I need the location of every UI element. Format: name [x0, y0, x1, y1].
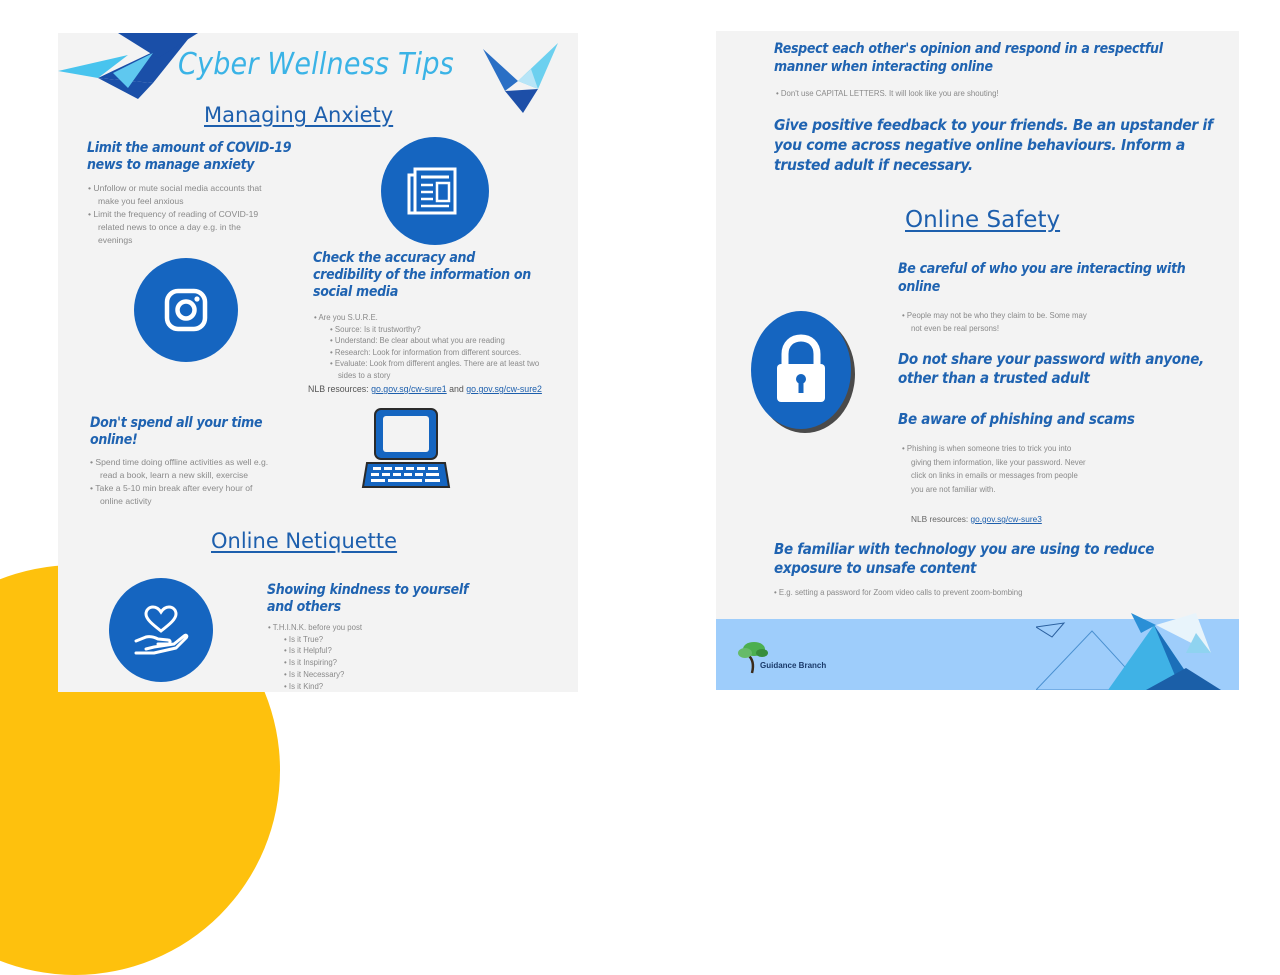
- respect-heading: Respect each other's opinion and respond…: [774, 40, 1163, 76]
- limit-bullet-1b: make you feel anxious: [98, 196, 184, 206]
- careful-note: • People may not be who they claim to be…: [902, 311, 1087, 333]
- positive-feedback-heading: Give positive feedback to your friends. …: [774, 115, 1213, 175]
- left-poster-page: Cyber Wellness Tips Managing Anxiety Lim…: [58, 33, 578, 692]
- dont-spend-heading: Don't spend all your time online!: [90, 415, 263, 449]
- phishing-line-1: Phishing is when someone tries to trick …: [906, 444, 1072, 453]
- sure-evaluate: Evaluate: Look from different angles. Th…: [334, 359, 540, 368]
- sure-list: • Are you S.U.R.E. • Source: Is it trust…: [314, 312, 578, 381]
- kind-heading-line-1: Showing kindness to yourself: [267, 582, 469, 598]
- check-heading-line-1: Check the accuracy and: [313, 250, 475, 266]
- instagram-icon: [134, 258, 238, 362]
- familiar-line-1: Be familiar with technology you are usin…: [774, 540, 1155, 558]
- phishing-line-4: you are not familiar with.: [911, 484, 996, 494]
- sure-intro: Are you S.U.R.E.: [318, 313, 378, 322]
- phishing-line-2: giving them information, like your passw…: [911, 457, 1086, 467]
- think-necessary: Is it Necessary?: [288, 669, 345, 679]
- be-familiar-heading: Be familiar with technology you are usin…: [774, 540, 1154, 578]
- careful-note-1: People may not be who they claim to be. …: [906, 311, 1087, 320]
- be-careful-heading: Be careful of who you are interacting wi…: [898, 260, 1186, 296]
- phishing-line-3: click on links in emails or messages fro…: [911, 471, 1078, 480]
- nlb-link-sure3[interactable]: go.gov.sg/cw-sure3: [970, 514, 1042, 524]
- origami-decoration-left: [58, 33, 198, 99]
- think-list: • T.H.I.N.K. before you post • Is it Tru…: [268, 623, 363, 691]
- think-true: Is it True?: [288, 634, 324, 644]
- origami-decoration-right: [483, 43, 558, 113]
- password-line-1: Do not share your password with anyone,: [898, 350, 1204, 368]
- positive-line-3: trusted adult if necessary.: [774, 156, 973, 174]
- limit-bullet-2c: evenings: [98, 235, 133, 245]
- think-intro: T.H.I.N.K. before you post: [272, 623, 363, 632]
- online-netiquette-heading: Online Netiquette: [211, 529, 398, 553]
- limit-bullets: • Unfollow or mute social media accounts…: [88, 182, 338, 247]
- nlb-link-sure2[interactable]: go.gov.sg/cw-sure2: [466, 384, 542, 394]
- heart-hand-icon: [109, 578, 213, 682]
- time-bullet-2b: online activity: [100, 496, 152, 506]
- zoom-note: • E.g. setting a password for Zoom video…: [774, 588, 1023, 597]
- limit-covid-heading: Limit the amount of COVID-19 news to man…: [87, 140, 291, 174]
- time-bullets: • Spend time doing offline activities as…: [90, 456, 340, 508]
- time-bullet-1b: read a book, learn a new skill, exercise: [100, 470, 249, 480]
- newspaper-icon: [381, 137, 489, 245]
- respect-line-1: Respect each other's opinion and respond…: [774, 41, 1163, 57]
- sure-understand: Understand: Be clear about what you are …: [334, 336, 505, 345]
- nlb-resources-left: NLB resources: go.gov.sg/cw-sure1 and go…: [308, 384, 542, 394]
- laptop-icon: [361, 408, 451, 488]
- limit-bullet-2b: related news to once a day e.g. in the: [98, 222, 241, 232]
- showing-kindness-heading: Showing kindness to yourself and others: [267, 582, 468, 616]
- kind-heading-line-2: and others: [267, 599, 341, 615]
- limit-heading-line-2: news to manage anxiety: [87, 157, 255, 173]
- think-kind: Is it Kind?: [288, 681, 324, 691]
- managing-anxiety-heading: Managing Anxiety: [204, 103, 394, 127]
- careful-line-1: Be careful of who you are interacting wi…: [898, 261, 1186, 277]
- footer-band: Guidance Branch: [716, 613, 1239, 690]
- positive-line-2: you come across negative online behaviou…: [774, 136, 1185, 154]
- think-helpful: Is it Helpful?: [288, 646, 332, 656]
- check-accuracy-heading: Check the accuracy and credibility of th…: [313, 250, 531, 301]
- phishing-heading: Be aware of phishing and scams: [898, 410, 1135, 428]
- limit-bullet-1: Unfollow or mute social media accounts t…: [93, 183, 262, 193]
- password-line-2: other than a trusted adult: [898, 369, 1090, 387]
- caps-note: • Don't use CAPITAL LETTERS. It will loo…: [776, 89, 999, 98]
- nlb-resources-right: NLB resources: go.gov.sg/cw-sure3: [911, 514, 1042, 524]
- nlb-label: NLB resources:: [308, 384, 372, 394]
- geometric-decoration: [1036, 613, 1221, 690]
- tree-logo-icon: [738, 642, 768, 674]
- right-poster-page: Respect each other's opinion and respond…: [716, 31, 1239, 690]
- time-bullet-1: Spend time doing offline activities as w…: [95, 457, 269, 467]
- check-heading-line-3: social media: [313, 284, 399, 300]
- time-heading-line-1: Don't spend all your time: [90, 415, 263, 431]
- time-bullet-2: Take a 5-10 min break after every hour o…: [95, 483, 253, 493]
- sure-source: Source: Is it trustworthy?: [334, 324, 421, 334]
- think-inspiring: Is it Inspiring?: [288, 658, 338, 668]
- poster-title: Cyber Wellness Tips: [178, 47, 454, 82]
- sure-evaluate-cont: sides to a story: [338, 370, 391, 380]
- nlb-label-right: NLB resources:: [911, 514, 971, 524]
- sure-research: Research: Look for information from diff…: [334, 347, 522, 357]
- zoom-note-text: E.g. setting a password for Zoom video c…: [778, 588, 1023, 597]
- careful-line-2: online: [898, 279, 940, 295]
- padlock-icon: [751, 311, 851, 429]
- positive-line-1: Give positive feedback to your friends. …: [774, 116, 1213, 134]
- caps-note-text: Don't use CAPITAL LETTERS. It will look …: [780, 89, 999, 98]
- time-heading-line-2: online!: [90, 432, 138, 448]
- online-safety-heading: Online Safety: [905, 207, 1061, 233]
- nlb-and: and: [446, 384, 467, 394]
- guidance-branch-logo-text: Guidance Branch: [760, 661, 827, 670]
- phishing-note: • Phishing is when someone tries to tric…: [902, 442, 1162, 496]
- limit-bullet-2: Limit the frequency of reading of COVID-…: [93, 209, 259, 219]
- careful-note-2: not even be real persons!: [911, 324, 999, 333]
- familiar-line-2: exposure to unsafe content: [774, 559, 977, 577]
- password-heading: Do not share your password with anyone, …: [898, 350, 1204, 388]
- limit-heading-line-1: Limit the amount of COVID-19: [87, 140, 292, 156]
- nlb-link-sure1[interactable]: go.gov.sg/cw-sure1: [371, 384, 447, 394]
- check-heading-line-2: credibility of the information on: [313, 267, 531, 283]
- respect-line-2: manner when interacting online: [774, 59, 993, 75]
